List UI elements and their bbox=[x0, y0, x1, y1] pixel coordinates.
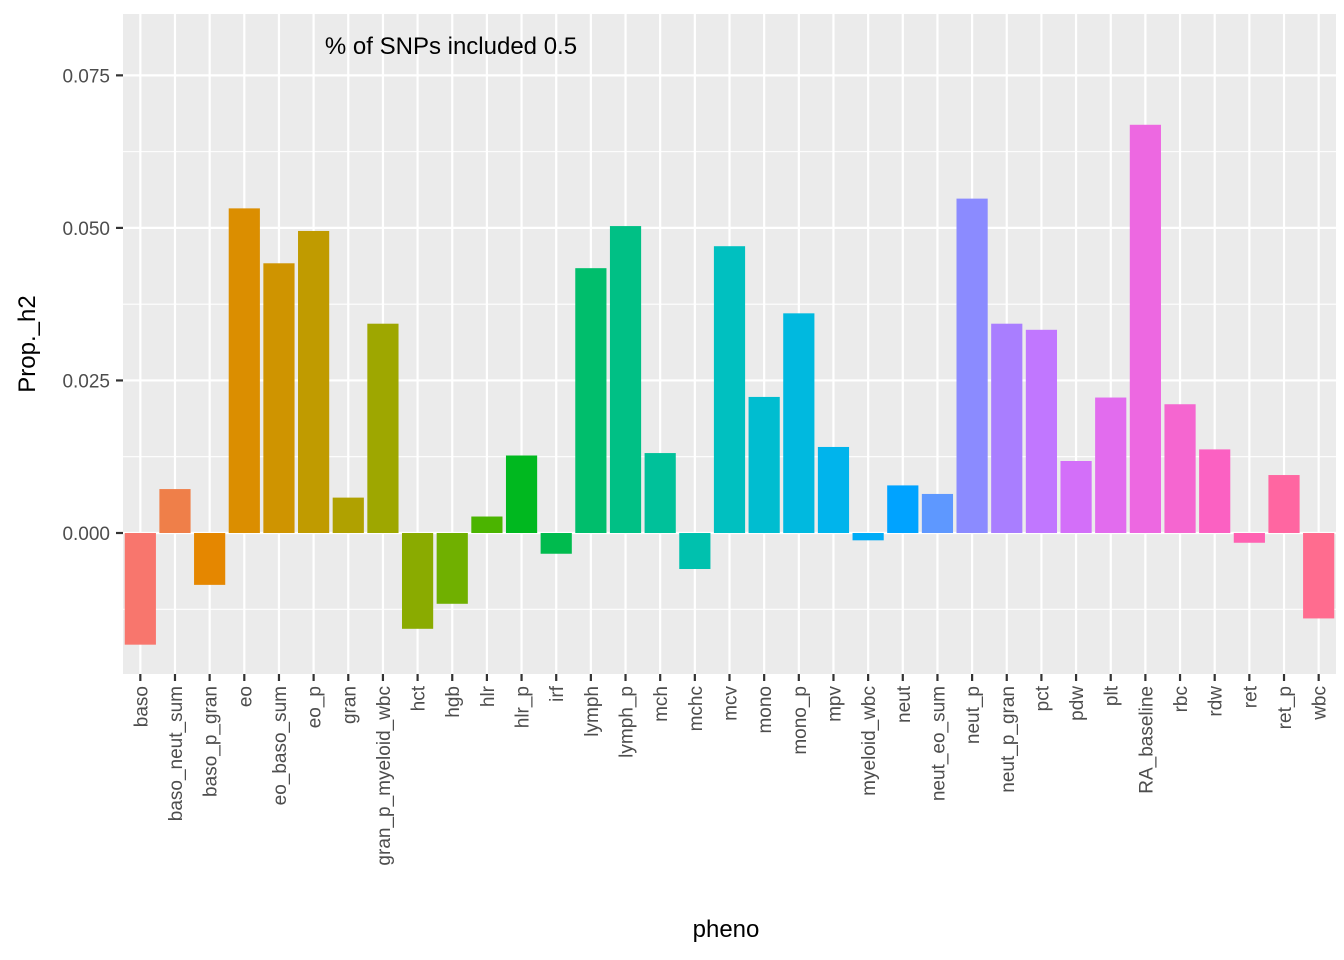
y-axis-title: Prop._h2 bbox=[14, 295, 41, 392]
x-tick-label: hlr_p bbox=[513, 686, 534, 728]
bar-rdw bbox=[1199, 449, 1231, 533]
bar-neut-p bbox=[956, 198, 988, 533]
bar-rbc bbox=[1164, 404, 1196, 533]
x-tick-label: rbc bbox=[1171, 686, 1192, 712]
bar-mch bbox=[644, 453, 676, 533]
x-tick-label: eo_p bbox=[305, 686, 326, 728]
x-tick-label: eo bbox=[235, 686, 256, 707]
x-tick-label: plt bbox=[1102, 685, 1123, 706]
chart-annotation: % of SNPs included 0.5 bbox=[325, 33, 577, 60]
bar-neut bbox=[887, 485, 919, 533]
x-tick-label: ret bbox=[1240, 685, 1261, 708]
bar-gran-p-myeloid-wbc bbox=[367, 323, 399, 533]
bar-wbc bbox=[1303, 533, 1335, 619]
x-tick-label: gran bbox=[339, 686, 360, 724]
x-tick-label: hct bbox=[409, 685, 430, 711]
x-tick-label: baso bbox=[131, 686, 152, 727]
bar-mono bbox=[748, 396, 780, 533]
bar-mchc bbox=[679, 533, 711, 570]
bars bbox=[124, 124, 1335, 645]
bar-lymph bbox=[575, 268, 607, 533]
bar-lymph-p bbox=[609, 226, 642, 533]
bar-mpv bbox=[817, 446, 850, 533]
x-axis: baso baso_neut_sum baso_p_gran eo eo_baso_su… bbox=[131, 674, 1331, 866]
x-axis-title: pheno bbox=[693, 916, 760, 943]
bar-mcv bbox=[713, 246, 746, 533]
x-tick-label: mch bbox=[651, 686, 672, 722]
y-tick-label: 0.000 bbox=[62, 524, 110, 545]
x-tick-label: RA_baseline bbox=[1136, 686, 1157, 794]
x-tick-label: mono_p bbox=[790, 686, 811, 755]
bar-ra-baseline bbox=[1129, 124, 1161, 534]
bar-plt bbox=[1095, 397, 1127, 533]
bar-baso-neut-sum bbox=[159, 489, 191, 533]
x-tick-label: pdw bbox=[1067, 686, 1088, 721]
y-tick-label: 0.075 bbox=[62, 66, 110, 87]
bar-ret-p bbox=[1268, 475, 1300, 533]
x-tick-label: lymph bbox=[582, 686, 603, 737]
bar-baso-p-gran bbox=[194, 533, 226, 585]
bar-pdw bbox=[1060, 460, 1092, 533]
bar-eo-p bbox=[298, 230, 330, 534]
x-tick-label: myeloid_wbc bbox=[859, 686, 880, 796]
y-tick-label: 0.025 bbox=[62, 371, 110, 392]
x-tick-label: ret_p bbox=[1275, 686, 1296, 729]
x-tick-label: wbc bbox=[1310, 686, 1331, 721]
bar-pct bbox=[1025, 329, 1058, 533]
x-tick-label: baso_p_gran bbox=[201, 686, 222, 797]
bar-hlr bbox=[471, 516, 503, 533]
x-tick-label: mcv bbox=[721, 686, 742, 721]
y-axis: 0.000 0.025 0.050 0.075 bbox=[62, 66, 123, 545]
x-tick-label: pct bbox=[1032, 685, 1053, 711]
x-tick-label: rdw bbox=[1206, 686, 1227, 717]
bar-ret bbox=[1233, 533, 1265, 543]
bar-neut-p-gran bbox=[991, 323, 1023, 533]
bar-hct bbox=[401, 533, 434, 629]
x-tick-label: neut_p bbox=[963, 686, 984, 744]
y-tick-label: 0.050 bbox=[62, 219, 110, 240]
bar-baso bbox=[124, 533, 156, 645]
x-tick-label: gran_p_myeloid_wbc bbox=[374, 686, 395, 866]
bar-gran bbox=[332, 497, 364, 533]
bar-neut-eo-sum bbox=[921, 493, 954, 533]
x-tick-label: neut bbox=[894, 685, 915, 723]
bar-eo bbox=[228, 208, 260, 533]
bar-eo-baso-sum bbox=[263, 263, 295, 533]
x-tick-label: mpv bbox=[824, 686, 845, 722]
bar-irf bbox=[540, 533, 572, 554]
x-tick-label: lymph_p bbox=[617, 686, 638, 758]
x-tick-label: neut_eo_sum bbox=[928, 686, 949, 801]
x-tick-label: hlr bbox=[478, 685, 499, 707]
x-tick-label: baso_neut_sum bbox=[166, 686, 187, 821]
x-tick-label: hgb bbox=[443, 686, 464, 718]
bar-hgb bbox=[436, 533, 468, 604]
bar-mono-p bbox=[783, 313, 815, 533]
x-tick-label: neut_p_gran bbox=[998, 686, 1019, 793]
bar-hlr-p bbox=[505, 455, 538, 533]
x-tick-label: eo_baso_sum bbox=[270, 686, 291, 805]
x-tick-label: irf bbox=[547, 685, 568, 702]
bar-myeloid-wbc bbox=[852, 533, 884, 541]
x-tick-label: mchc bbox=[686, 686, 707, 731]
x-tick-label: mono bbox=[755, 686, 776, 734]
